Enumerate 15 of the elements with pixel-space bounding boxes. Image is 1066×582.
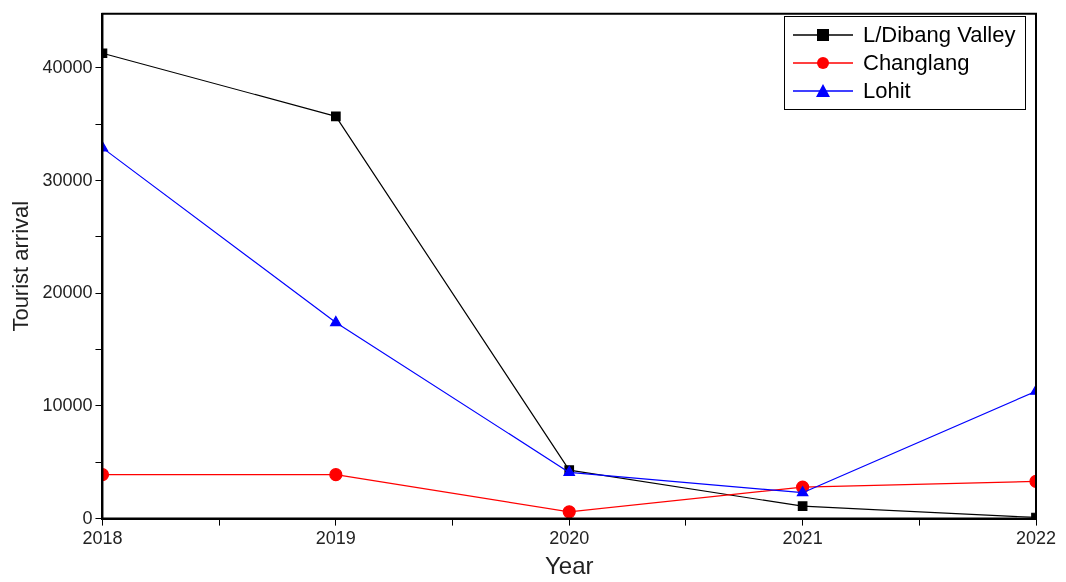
x-tick-label: 2022 bbox=[1015, 528, 1057, 549]
legend-label: L/Dibang Valley bbox=[863, 20, 1016, 49]
legend-label: Lohit bbox=[863, 76, 911, 105]
legend-label: Changlang bbox=[863, 48, 970, 77]
x-tick-label: 2021 bbox=[782, 528, 823, 549]
x-tick-label: 2020 bbox=[549, 528, 590, 549]
x-tick-label: 2018 bbox=[82, 528, 123, 549]
y-tick-label: 20000 bbox=[42, 282, 93, 303]
y-tick-label: 0 bbox=[82, 507, 93, 528]
y-tick-label: 30000 bbox=[42, 169, 93, 190]
y-axis-title: Tourist arrival bbox=[8, 200, 34, 332]
y-tick-label: 40000 bbox=[42, 56, 93, 77]
y-tick-label: 10000 bbox=[42, 394, 93, 415]
x-tick-label: 2019 bbox=[315, 528, 356, 549]
x-axis-title: Year bbox=[544, 552, 594, 580]
